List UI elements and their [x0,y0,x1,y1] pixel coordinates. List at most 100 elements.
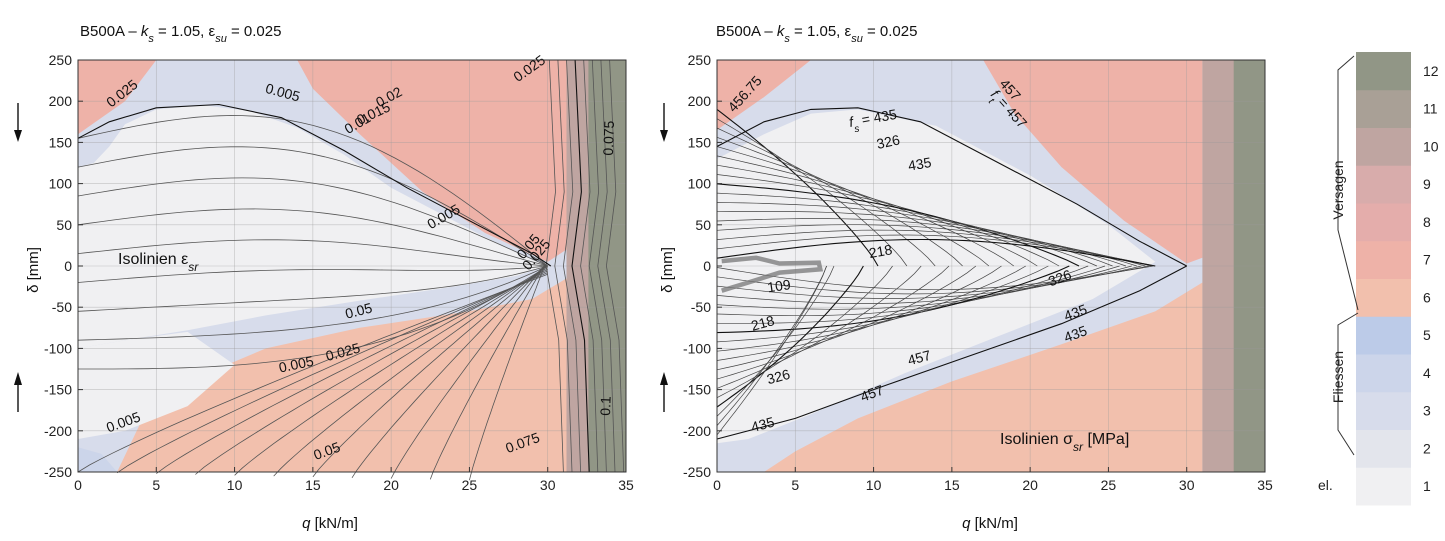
right-x-tick-label: 30 [1179,477,1195,493]
right-y-tick-label: 100 [688,176,712,192]
isoline-label: 0.005 [277,353,315,376]
isoline-label: 0.05 [343,299,374,321]
left-x-axis-label: q [kN/m] [302,515,358,532]
isoline-lower [116,272,548,474]
colorbar-group-elastic: el. [1318,477,1333,493]
isoline-failure [562,59,581,473]
isoline-stress [716,265,1120,310]
colorbar-cell-8 [1356,203,1411,242]
colorbar-tick-label: 3 [1423,403,1431,419]
isoline-stress [716,265,1154,291]
isoline-stress [716,224,1146,267]
failure-zone-upper [983,60,1203,264]
elastic-zone [717,109,1156,444]
left-y-tick-label: 100 [49,176,73,192]
isoline-failure [605,59,625,473]
failure-zone-topleft [717,60,811,130]
isoline-label: 218 [749,312,776,334]
isoline-failure [588,59,607,473]
left-x-tick-labels: 0 5 10 15 20 25 30 35 [74,477,634,493]
isoline-fs [716,107,1187,267]
right-x-tick-label: 10 [866,477,882,493]
left-x-tick-label: 5 [152,477,160,493]
right-x-tick-labels: 0 5 10 15 20 25 30 35 [713,477,1273,493]
right-y-tick-label: -200 [683,423,711,439]
isoline-label: 109 [766,276,792,295]
left-contour-plot: B500A – ks = 1.05, εsu = 0.025 0.025 0.00… [14,23,634,532]
isoline-fs-lower [716,265,1187,440]
colorbar-group-failure: Versagen [1330,160,1346,219]
right-y-tick-label: -150 [683,382,711,398]
colorbar-cell-2 [1356,429,1411,468]
colorbar-cell-7 [1356,240,1411,279]
left-y-tick-label: -50 [52,299,72,315]
isoline-lower [195,268,548,475]
isoline-failure [545,59,564,473]
isoline-elastic-boundary [77,103,552,267]
isoline-stress [717,265,1089,324]
isoline-lower [351,265,548,479]
isoline-label: 457 [906,347,933,369]
isoline-stress [716,265,864,408]
isoline-upper [77,208,548,267]
isoline-upper [77,265,548,283]
left-y-tick-label: -250 [44,464,72,480]
left-y-tick-label: 250 [49,52,73,68]
isoline-lower [312,265,548,478]
failure-zone-topleft [78,60,157,135]
colorbar-cell-9 [1356,165,1411,204]
isoline-label: 326 [765,366,792,388]
isoline-stress [716,265,922,389]
right-x-tick-label: 5 [791,477,799,493]
left-isoline-annotation: Isolinien εsr [118,251,199,274]
isoline-label: 435 [1062,322,1090,345]
right-isoline-labels: 456.754354573262181094354573262183264354… [724,72,1089,435]
right-isoline-annotation: Isolinien σsr [MPa] [1000,431,1129,454]
isoline-stress [716,229,1152,267]
colorbar-tick-label: 7 [1423,252,1431,268]
isoline-failure [597,59,616,473]
isoline-lower [77,273,548,473]
left-y-tick-label: -100 [44,340,72,356]
isoline-label: 435 [907,154,933,174]
isoline-stress [716,211,1127,267]
fs-isoline-label: fs = 435 [848,106,899,136]
right-contour-plot: B500A – ks = 1.05, εsu = 0.025 456.75435… [659,23,1273,532]
isoline-stress [716,183,1080,267]
isoline-stress [716,265,1002,361]
colorbar-cell-6 [1356,278,1411,317]
isoline-stress [716,265,893,399]
right-x-tick-label: 35 [1257,477,1273,493]
isoline-upper [77,265,548,312]
colorbar-cell-10 [1356,127,1411,166]
colorbar-cell-4 [1356,354,1411,393]
left-x-tick-label: 15 [305,477,321,493]
isoline-upper [77,265,548,341]
right-y-tick-label: 150 [688,134,712,150]
isoline-label: 0.075 [600,120,617,156]
right-y-tick-label: 250 [688,52,712,68]
isoline-cluster [721,255,824,293]
isoline-stress [716,136,963,267]
colorbar-tick-label: 5 [1423,327,1431,343]
isoline-upper [77,115,548,267]
isoline-stress [716,234,1155,267]
left-x-tick-label: 0 [74,477,82,493]
colorbar-cell-1 [1356,467,1411,506]
colorbar-tick-label: 12 [1423,63,1439,79]
colorbar-tick-label: 4 [1423,365,1431,381]
colorbar-tick-label: 11 [1423,101,1438,117]
colorbar-group-yield: Fliessen [1330,351,1346,403]
left-y-tick-labels: -250 -200 -150 -100 -50 0 50 100 150 200 250 [44,52,72,480]
colorbar-cell-12 [1356,52,1411,91]
left-y-tick-label: -200 [44,423,72,439]
left-y-tick-label: -150 [44,382,72,398]
colorbar-tick-label: 6 [1423,289,1431,305]
isoline-label: 326 [1046,266,1074,289]
isoline-label: 218 [868,241,894,261]
isoline-label: 0.1 [597,396,614,416]
colorbar-tick-label: 1 [1423,478,1431,494]
isoline-stress [716,238,1156,267]
